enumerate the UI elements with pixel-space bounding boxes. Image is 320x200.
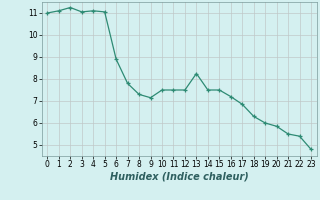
X-axis label: Humidex (Indice chaleur): Humidex (Indice chaleur): [110, 172, 249, 182]
